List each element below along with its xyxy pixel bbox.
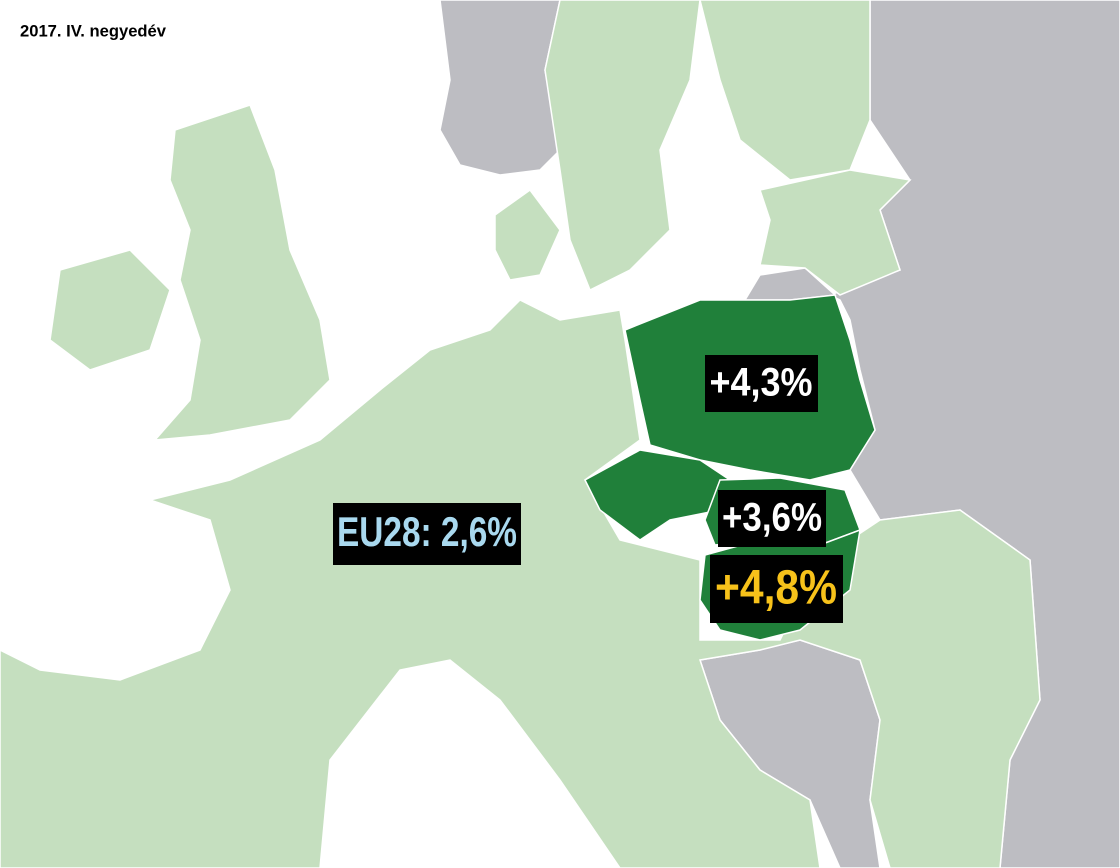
eu-average-label: EU28: 2,6% [337, 508, 517, 555]
finland [699, 0, 871, 181]
label-box [705, 355, 818, 412]
growth-label: +4,8% [715, 562, 837, 615]
norway [439, 0, 561, 176]
label-box [710, 555, 843, 623]
uk [153, 104, 331, 441]
map-title: 2017. IV. negyedév [20, 21, 167, 40]
baltics [759, 169, 912, 296]
growth-label: +4,3% [710, 361, 813, 405]
denmark [494, 188, 561, 281]
sweden [544, 0, 701, 292]
label-box [333, 503, 521, 565]
label-box [718, 490, 826, 547]
continent [0, 299, 1041, 868]
ireland [49, 249, 171, 371]
growth-label: +3,6% [722, 496, 822, 540]
